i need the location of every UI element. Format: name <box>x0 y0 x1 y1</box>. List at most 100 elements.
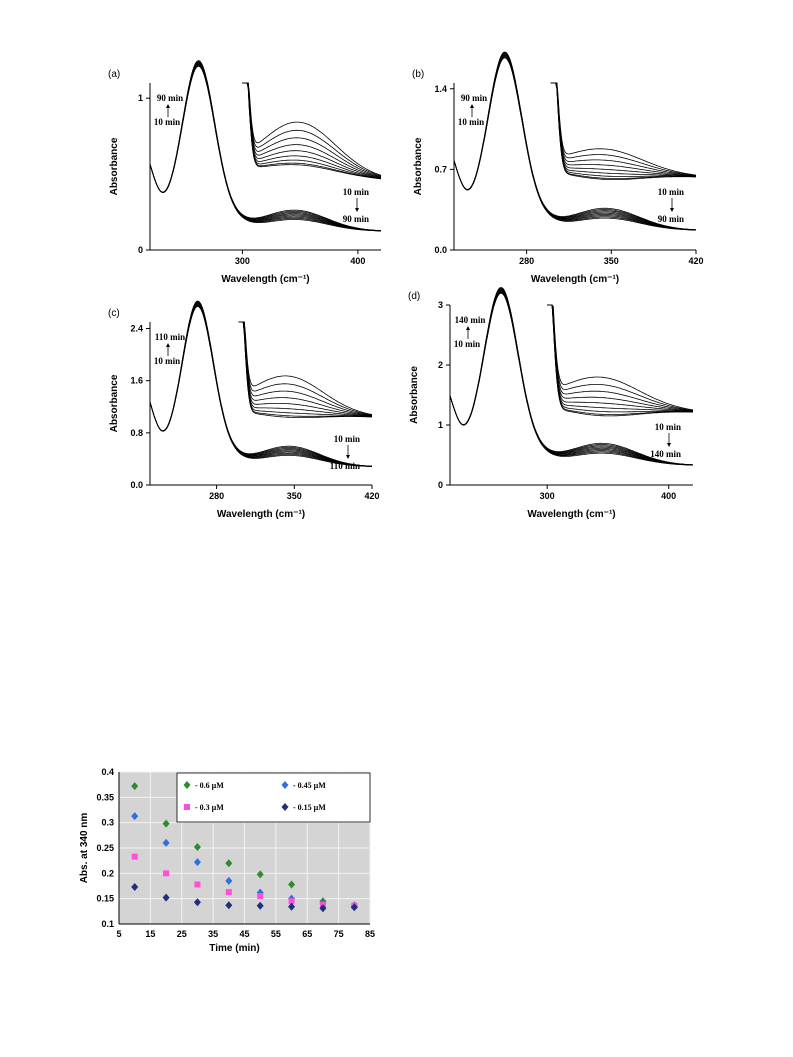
expanded-curve <box>242 82 382 179</box>
y-tick-label: 0.2 <box>101 868 114 878</box>
spectrum-panel-d: 300 400 0 1 2 3 (d) Wavelength (cm⁻¹) Absorbance… <box>408 286 694 520</box>
x-tick-label: 75 <box>334 929 344 939</box>
y-tick-label: 0.7 <box>434 164 447 174</box>
expanded-curve <box>547 304 694 411</box>
spectrum-curve <box>149 63 381 232</box>
annotation-bottom-lower: 140 min <box>650 449 681 459</box>
spectrum-panel-c: 280 350 420 0.0 0.8 1.6 2.4 (c) Wavelength (cm⁻¹… <box>108 300 380 520</box>
annotation-top-lower: 10 min <box>154 117 180 127</box>
expanded-curve <box>238 321 373 418</box>
spectrum-curve <box>453 52 697 231</box>
expanded-curve <box>547 304 694 413</box>
annotation-bottom-lower: 90 min <box>658 214 684 224</box>
data-point <box>256 870 264 879</box>
expanded-curve <box>242 82 382 178</box>
legend-entry: - 0.6 µM <box>195 781 224 790</box>
x-axis-label: Wavelength (cm⁻¹) <box>531 274 619 285</box>
data-point <box>225 901 233 910</box>
spectrum-curve <box>449 291 693 466</box>
expanded-curve <box>550 82 697 176</box>
data-point <box>225 889 232 896</box>
expanded-curve <box>550 82 697 177</box>
expanded-curve <box>550 82 696 179</box>
spectrum-curve <box>453 53 697 231</box>
spectrum-curve <box>453 57 696 231</box>
expanded-curve <box>242 82 382 179</box>
spectrum-curve <box>149 60 382 232</box>
legend-marker <box>281 781 289 789</box>
spectrum-curve <box>449 286 694 466</box>
data-point <box>131 812 139 821</box>
spectrum-curve <box>149 61 381 232</box>
data-point <box>194 881 201 888</box>
data-point <box>131 883 139 892</box>
spectrum-curve <box>449 292 694 466</box>
data-point <box>257 893 264 900</box>
expanded-curve <box>550 82 697 178</box>
expanded-curve <box>238 321 373 418</box>
spectrum-curve <box>453 51 697 231</box>
y-tick-label: 0 <box>138 245 143 255</box>
arrow-up-head <box>166 343 170 347</box>
y-tick-label: 0.3 <box>101 818 114 828</box>
expanded-curve <box>238 321 373 415</box>
spectrum-curve <box>453 54 696 231</box>
spectrum-curve <box>453 52 696 231</box>
y-tick-label: 0.0 <box>130 480 143 490</box>
spectrum-curve <box>453 56 696 231</box>
spectrum-panel-b: 280 350 420 0.0 0.7 1.4 (b) Wavelength (cm⁻¹) Ab… <box>412 51 704 285</box>
x-tick-label: 400 <box>350 256 365 266</box>
data-point <box>163 870 170 877</box>
annotation-bottom-upper: 10 min <box>334 434 360 444</box>
data-point <box>162 838 170 847</box>
spectrum-curve <box>449 289 693 466</box>
expanded-curve <box>547 304 693 412</box>
x-tick-label: 400 <box>661 491 676 501</box>
x-axis-label: Time (min) <box>209 943 259 954</box>
data-point <box>256 901 264 910</box>
spectrum-curve <box>449 292 693 466</box>
annotation-top-lower: 10 min <box>458 117 484 127</box>
y-tick-label: 0.4 <box>101 767 114 777</box>
y-tick-label: 2 <box>438 360 443 370</box>
data-point <box>319 904 327 913</box>
panel-label: (a) <box>108 69 120 80</box>
arrow-up-head <box>470 104 474 108</box>
x-axis-label: Wavelength (cm⁻¹) <box>221 274 309 285</box>
arrow-up-head <box>166 104 170 108</box>
legend-marker <box>183 781 191 789</box>
data-point <box>193 898 201 907</box>
annotation-top-upper: 90 min <box>157 93 183 103</box>
spectrum-curve <box>453 55 696 231</box>
data-point <box>288 898 295 905</box>
x-tick-label: 25 <box>177 929 187 939</box>
y-tick-label: 0.35 <box>96 792 114 802</box>
y-tick-label: 2.4 <box>130 324 143 334</box>
spectrum-curve <box>149 62 382 232</box>
expanded-curve <box>242 82 382 178</box>
y-axis-label: Absorbance <box>109 374 120 432</box>
x-tick-label: 15 <box>145 929 155 939</box>
data-point <box>225 859 233 868</box>
y-tick-label: 0.8 <box>130 428 143 438</box>
y-tick-label: 1.6 <box>130 376 143 386</box>
data-point <box>193 842 201 851</box>
expanded-curve <box>238 321 373 418</box>
expanded-curve <box>242 82 382 176</box>
expanded-curve <box>547 304 694 412</box>
data-point <box>131 853 138 860</box>
x-tick-label: 300 <box>540 491 555 501</box>
x-tick-label: 35 <box>208 929 218 939</box>
arrow-down-head <box>355 208 359 212</box>
data-point <box>288 880 296 889</box>
arrow-down-head <box>346 455 350 459</box>
x-tick-label: 300 <box>235 256 250 266</box>
x-tick-label: 280 <box>209 491 224 501</box>
annotation-bottom-upper: 10 min <box>343 187 369 197</box>
y-tick-label: 1 <box>138 93 143 103</box>
panel-label: (c) <box>108 308 120 319</box>
data-point <box>193 858 201 867</box>
annotation-bottom-lower: 110 min <box>330 461 360 471</box>
expanded-curve <box>238 321 373 416</box>
annotation-bottom-lower: 90 min <box>343 214 369 224</box>
